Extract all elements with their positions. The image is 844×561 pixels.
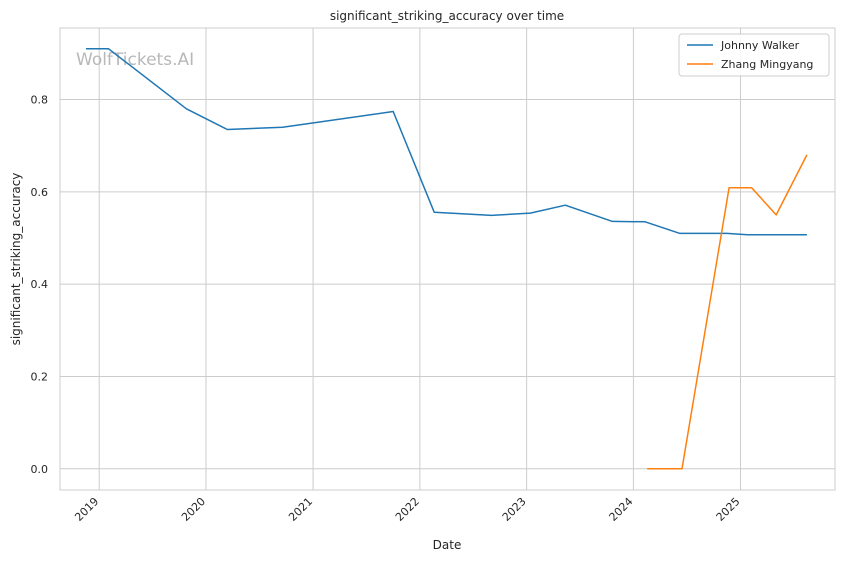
legend-label-zhang-mingyang: Zhang Mingyang <box>721 58 813 71</box>
plot-frame <box>59 27 836 491</box>
x-tick-labels: 2019 2020 2021 2022 2023 2024 2025 <box>72 495 742 524</box>
y-tick-labels: 0.0 0.2 0.4 0.6 0.8 <box>31 94 49 476</box>
x-tick-label: 2025 <box>714 495 743 524</box>
x-tick-label: 2020 <box>179 495 208 524</box>
series-line-johnny-walker <box>86 48 807 236</box>
legend: Johnny Walker Zhang Mingyang <box>678 33 830 77</box>
x-tick-label: 2021 <box>286 495 315 524</box>
watermark-text: WolfTickets.AI <box>76 50 194 70</box>
y-axis-title: significant_striking_accuracy <box>9 173 23 346</box>
x-tick-label: 2022 <box>393 495 422 524</box>
x-axis-title: Date <box>433 538 462 552</box>
chart-title: significant_striking_accuracy over time <box>330 9 564 23</box>
legend-box <box>678 33 830 77</box>
y-tick-label: 0.6 <box>31 186 49 199</box>
series-line-zhang-mingyang <box>647 154 808 470</box>
series-layer <box>86 48 808 470</box>
legend-label-johnny-walker: Johnny Walker <box>720 39 800 52</box>
y-tick-label: 0.4 <box>31 278 49 291</box>
y-tick-label: 0.2 <box>31 370 49 383</box>
x-tick-label: 2024 <box>607 495 636 524</box>
x-tick-label: 2023 <box>500 495 529 524</box>
y-tick-label: 0.8 <box>31 94 49 107</box>
grid-layer <box>60 28 835 490</box>
x-tick-label: 2019 <box>72 495 101 524</box>
y-tick-label: 0.0 <box>31 463 49 476</box>
